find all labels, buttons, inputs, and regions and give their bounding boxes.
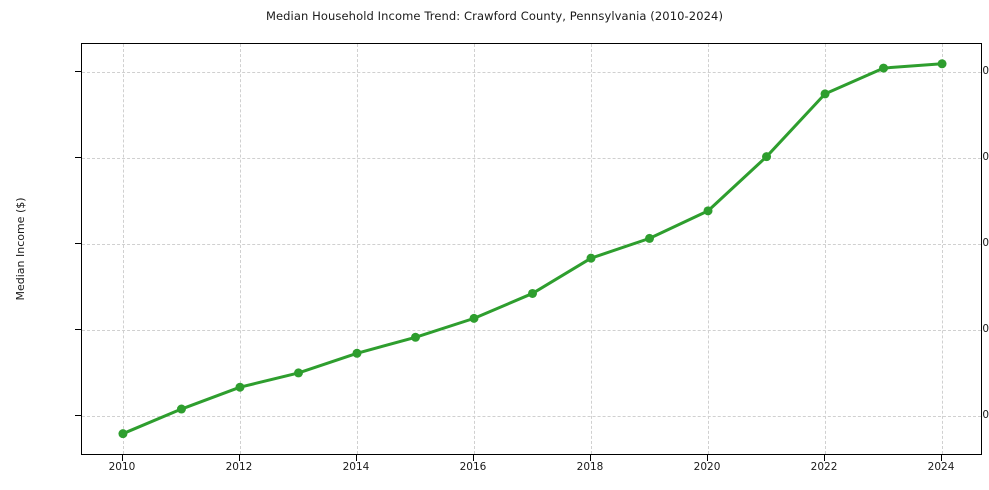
y-tick-mark	[75, 328, 81, 330]
y-axis-label: Median Income ($)	[14, 197, 27, 301]
data-point-marker	[703, 206, 713, 216]
y-tick-mark	[75, 156, 81, 158]
gridline-vertical	[942, 44, 944, 454]
gridline-vertical	[356, 44, 358, 454]
x-tick-mark	[472, 455, 474, 461]
data-point-marker	[937, 59, 947, 69]
x-tick-label: 2010	[108, 461, 136, 473]
x-tick-label: 2024	[927, 461, 955, 473]
x-tick-label: 2018	[576, 461, 604, 473]
x-tick-mark	[590, 455, 591, 461]
data-point-marker	[235, 382, 245, 392]
data-point-marker	[118, 429, 128, 439]
x-tick-label: 2014	[342, 461, 370, 473]
gridline-vertical	[473, 44, 475, 454]
gridline-vertical	[708, 44, 710, 454]
x-tick-label: 2022	[810, 461, 838, 473]
data-point-marker	[586, 253, 596, 263]
x-tick-mark	[941, 455, 943, 461]
data-point-marker	[293, 368, 303, 378]
data-point-marker	[528, 288, 537, 298]
series-line	[121, 62, 944, 436]
y-tick-mark	[75, 70, 81, 72]
gridline-horizontal	[82, 329, 981, 331]
x-tick-label: 2016	[459, 461, 487, 473]
y-tick-mark	[75, 414, 81, 416]
gridlines	[82, 44, 981, 454]
chart-title: Median Household Income Trend: Crawford …	[265, 9, 724, 23]
data-point-marker	[645, 233, 655, 243]
x-tick-mark	[355, 455, 357, 461]
data-point-marker	[352, 348, 362, 358]
data-point-marker	[762, 152, 772, 162]
gridline-horizontal	[82, 71, 981, 73]
data-point-marker	[176, 404, 186, 414]
gridline-vertical	[591, 44, 592, 454]
data-layer	[82, 44, 981, 454]
gridline-vertical	[122, 44, 124, 454]
gridline-vertical	[825, 44, 827, 454]
gridline-horizontal	[82, 415, 981, 417]
data-point-marker	[820, 89, 830, 99]
line-series	[118, 59, 947, 439]
gridline-vertical	[239, 44, 241, 454]
x-tick-mark	[121, 455, 123, 461]
gridline-horizontal	[82, 157, 981, 159]
data-point-marker	[410, 332, 420, 342]
x-tick-label: 2012	[225, 461, 253, 473]
plot-area	[81, 43, 982, 455]
data-point-marker	[879, 63, 889, 73]
gridline-horizontal	[82, 243, 981, 245]
x-tick-mark	[707, 455, 709, 461]
x-tick-mark	[238, 455, 240, 461]
data-point-marker	[469, 313, 479, 323]
x-tick-label: 2020	[693, 461, 721, 473]
y-tick-mark	[75, 242, 81, 244]
x-tick-mark	[824, 455, 826, 461]
